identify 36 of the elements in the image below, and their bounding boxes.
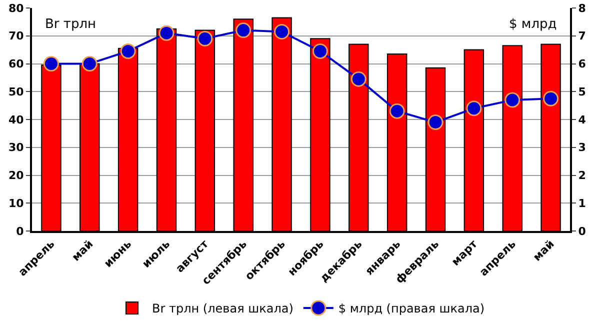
y2-tick-label: 6 (578, 58, 586, 71)
y-tick-label: 50 (8, 85, 24, 98)
y-tick-label: 20 (8, 169, 24, 182)
y2-tick-label: 7 (578, 30, 586, 43)
point (350, 71, 366, 87)
y2-tick-label: 2 (578, 169, 586, 182)
y2-tick-label: 0 (578, 224, 586, 238)
y-tick-label: 10 (8, 196, 24, 210)
y-tick-label: 0 (16, 224, 24, 238)
y2-axis-title: $ млрд (509, 17, 557, 32)
point (274, 24, 290, 40)
point (312, 43, 328, 59)
point (428, 114, 444, 130)
point (158, 25, 174, 41)
legend-label: Br трлн (левая шкала) (152, 302, 294, 316)
y2-tick-label: 8 (578, 2, 586, 15)
point (120, 43, 136, 59)
point (236, 22, 252, 38)
point (197, 30, 213, 46)
y-tick-label: 80 (8, 2, 24, 15)
y2-tick-label: 4 (578, 113, 586, 126)
y-tick-label: 30 (8, 141, 24, 154)
y2-tick-label: 3 (578, 141, 586, 154)
legend-label: $ млрд (правая шкала) (338, 302, 485, 316)
y-axis-title: Br трлн (45, 17, 96, 32)
point (543, 90, 559, 106)
point (389, 103, 405, 119)
point (504, 92, 520, 108)
y-tick-label: 40 (8, 113, 24, 126)
y2-tick-label: 5 (578, 85, 586, 98)
point (82, 56, 98, 72)
point (466, 100, 482, 116)
point (43, 56, 59, 72)
y2-tick-label: 1 (578, 196, 586, 210)
y-tick-label: 60 (8, 58, 24, 71)
y-tick-label: 70 (8, 30, 24, 43)
